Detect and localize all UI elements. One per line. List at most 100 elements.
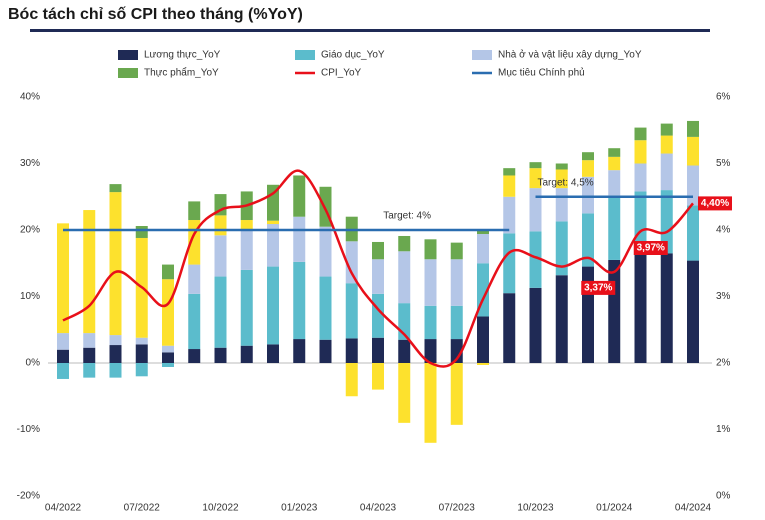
bar-segment [529,162,542,169]
bar-segment [503,175,516,197]
y-tick-label: -20% [17,491,40,502]
y-tick-label: 30% [20,158,40,169]
bar-segment [477,230,489,234]
y2-tick-label: 2% [716,358,731,369]
x-tick-label: 04/2022 [45,503,82,514]
bar-segment [687,260,699,363]
x-tick-label: 10/2022 [202,503,239,514]
bar-segment [503,168,516,176]
bar-segment [529,287,542,363]
bar-segment [293,261,306,340]
bar-segment [293,339,306,363]
bar-segment [162,345,174,353]
bar-segment [687,120,699,137]
bar-segment [267,220,279,225]
bar-segment [424,339,437,363]
bar-segment [240,220,253,230]
bar-segment [135,337,148,345]
legend-label: Giáo dục_YoY [321,50,385,61]
legend-swatch [472,50,492,60]
bar-segment [57,363,69,379]
y2-tick-label: 5% [716,158,731,169]
bar-segment [503,196,516,234]
bar-segment [608,259,621,363]
bar-segment [424,239,437,260]
x-tick-label: 07/2022 [124,503,161,514]
bar-segment [135,226,148,238]
y2-tick-label: 1% [716,424,731,435]
bar-segment [240,345,253,363]
y-tick-label: 0% [26,358,41,369]
bar-segment [57,349,69,363]
bar-segment [345,241,358,284]
bar-segment [450,339,463,363]
y2-tick-label: 6% [716,92,731,103]
value-label: 4,40% [701,198,729,209]
bar-segment [555,188,568,222]
bar-segment [83,363,96,378]
bar-segment [424,259,437,306]
y2-tick-label: 3% [716,291,731,302]
bar-segment [582,213,594,267]
bar-segment [214,215,227,236]
bar-segment [372,241,384,260]
bar-segment [188,201,201,221]
bar-segment [319,226,332,277]
bar-segment [398,251,411,304]
bar-segment [450,259,463,306]
bar-segment [424,305,437,340]
bar-segment [450,305,463,340]
bar-segment [477,233,489,264]
legend-swatch [295,50,315,60]
y-tick-label: -10% [17,424,40,435]
bar-segment [162,264,174,280]
bar-segment [188,264,201,294]
y-tick-label: 20% [20,225,40,236]
bar-segment [555,221,568,276]
bar-segment [57,333,69,350]
bar-segment [608,148,621,157]
bar-segment [345,283,358,339]
bar-segment [634,247,647,363]
bar-segment [687,165,699,206]
bar-segment [477,363,489,365]
bar-segment [240,269,253,346]
bar-segment [608,170,621,196]
bar-segment [477,316,489,363]
bar-segment [109,363,122,378]
value-label-bg [581,280,616,295]
y2-tick-label: 0% [716,491,731,502]
bar-segment [214,347,227,363]
bar-segment [555,169,568,189]
bar-segment [660,190,673,254]
bar-segment [162,352,174,363]
bar-segment [687,136,699,166]
title-underline [30,29,710,32]
bar-segment [109,345,122,363]
bar-segment [267,224,279,267]
y-tick-label: 10% [20,291,40,302]
bar-segment [634,163,647,192]
x-tick-label: 10/2023 [517,503,554,514]
bar-segment [83,347,96,363]
bar-segment [109,335,122,346]
bar-segment [214,235,227,277]
bar-segment [162,279,174,346]
bar-segment [293,216,306,262]
bar-segment [345,338,358,363]
bar-segment [372,293,384,338]
legend-label: Thực phẩm_YoY [144,67,219,79]
bar-segment [582,176,594,214]
bar-segment [109,184,122,193]
x-tick-label: 01/2024 [596,503,633,514]
value-label-bg [698,196,732,211]
bar-segment [83,210,96,334]
y2-tick-label: 4% [716,225,731,236]
legend-label: Mục tiêu Chính phủ [498,67,585,79]
bar-segment [555,275,568,363]
bar-segment [424,363,437,443]
value-label: 3,37% [584,283,612,294]
x-tick-label: 07/2023 [439,503,476,514]
bar-segment [660,153,673,191]
